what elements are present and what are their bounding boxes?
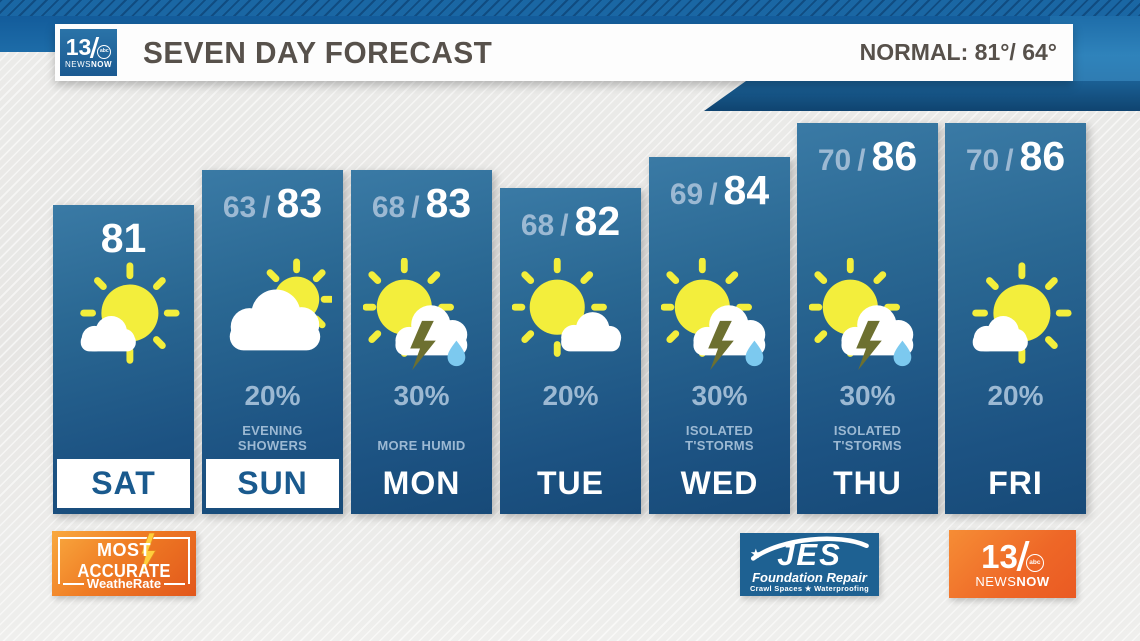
forecast-column-fri: 70/86 20% FRI (945, 123, 1086, 514)
high-temp: 86 (1019, 133, 1066, 179)
partly-cloudy-icon (957, 258, 1075, 376)
temp-separator: / (262, 191, 271, 224)
temp-separator: / (857, 144, 866, 177)
day-label: WED (653, 459, 786, 508)
high-temp: 81 (100, 215, 147, 261)
forecast-column-tue: 68/82 20% TUE (500, 188, 641, 514)
day-name: THU (833, 465, 902, 501)
day-temps: 70/86 (945, 133, 1086, 180)
high-temp: 83 (276, 180, 323, 226)
forecast-column-sun: 63/83 20% EVENING SHOWERS SUN (202, 170, 343, 514)
mostly-cloudy-icon (214, 258, 332, 376)
weatherate-brand: WeatheRate (60, 576, 188, 591)
day-name: WED (680, 465, 759, 501)
header-striped-band (0, 0, 1140, 16)
forecast-column-wed: 69/84 30% ISOLATED T'STORMS WED (649, 157, 790, 514)
forecast-column-thu: 70/86 30% ISOLATED T'STORMS THU (797, 123, 938, 514)
news-text: NEWS (975, 573, 1017, 589)
day-temps: 63/83 (202, 180, 343, 227)
now-text: NOW (90, 60, 113, 69)
abc-network-icon: abc (1025, 554, 1044, 572)
sun-thunder-icon (362, 258, 481, 376)
day-label: TUE (504, 459, 637, 508)
news-text: NEWS (64, 60, 91, 69)
day-temps: 69/84 (649, 167, 790, 214)
lightning-bolt-icon (139, 533, 157, 578)
station-logo-footer: 13 abc NEWSNOW (949, 530, 1076, 598)
day-label: FRI (949, 459, 1082, 508)
page-title: SEVEN DAY FORECAST (143, 34, 493, 70)
low-temp: 63 (222, 191, 257, 224)
swoosh-icon (750, 536, 869, 561)
day-temps: 70/86 (797, 133, 938, 180)
day-name: SAT (91, 465, 156, 501)
precip-chance: 30% (393, 380, 450, 411)
sun-cloud-icon (511, 258, 630, 376)
weatherate-accurate: ACCURATE (77, 561, 171, 581)
station-number: 13 (65, 34, 92, 60)
precip-chance: 20% (244, 380, 301, 411)
partly-cloudy-icon (65, 258, 183, 376)
station-logo: 13 abc NEWSNOW (60, 29, 117, 76)
day-label: SUN (206, 459, 339, 508)
sun-thunder-icon (808, 258, 927, 376)
day-name: MON (382, 465, 461, 501)
high-temp: 86 (871, 133, 918, 179)
temp-separator: / (411, 191, 420, 224)
navy-parallelogram (704, 81, 1140, 111)
weatherate-badge: MOST ACCURATE WeatheRate (52, 531, 196, 596)
precip-chance: 30% (839, 380, 896, 411)
temp-separator: / (709, 178, 718, 211)
day-label: MON (355, 459, 488, 508)
day-name: TUE (537, 465, 604, 501)
condition-note: ISOLATED T'STORMS (685, 422, 754, 454)
weatherate-most: MOST (97, 540, 151, 560)
day-label: THU (801, 459, 934, 508)
day-temps: 81 (53, 215, 194, 262)
day-temps: 68/83 (351, 180, 492, 227)
weatherate-frame (58, 537, 190, 584)
header-bar: 13 abc NEWSNOW SEVEN DAY FORECAST NORMAL… (55, 24, 1073, 81)
day-temps: 68/82 (500, 198, 641, 245)
day-name: FRI (988, 465, 1043, 501)
star-icon: ★ (750, 546, 762, 561)
jes-services: Crawl Spaces ★ Waterproofing (749, 584, 870, 593)
station-logo-top-row: 13 abc (981, 540, 1044, 573)
high-temp: 83 (425, 180, 472, 226)
condition-note: ISOLATED T'STORMS (833, 422, 902, 454)
high-temp: 82 (574, 198, 621, 244)
forecast-column-mon: 68/83 30% MORE HUMID MON (351, 170, 492, 514)
forecast-column-sat: 81 SAT (53, 205, 194, 514)
abc-network-icon: abc (97, 44, 112, 59)
sun-thunder-icon (660, 258, 779, 376)
station-number: 13 (981, 537, 1018, 575)
low-temp: 69 (669, 178, 704, 211)
day-name: SUN (237, 465, 308, 501)
weatherate-text: WeatheRate (86, 576, 162, 591)
temp-separator: / (1005, 144, 1014, 177)
station-logo-top-row: 13 abc (66, 36, 112, 59)
temp-separator: / (560, 209, 569, 242)
precip-chance: 20% (542, 380, 599, 411)
condition-note: MORE HUMID (377, 438, 466, 454)
precip-chance: 30% (691, 380, 748, 411)
rule-left (63, 582, 84, 585)
rule-right (164, 582, 185, 585)
low-temp: 68 (371, 191, 406, 224)
station-newsnow: NEWSNOW (65, 60, 112, 69)
station-newsnow: NEWSNOW (975, 574, 1049, 589)
high-temp: 84 (723, 167, 770, 213)
low-temp: 70 (965, 144, 1000, 177)
condition-note: EVENING SHOWERS (237, 422, 308, 454)
low-temp: 70 (817, 144, 852, 177)
precip-chance: 20% (987, 380, 1044, 411)
now-text: NOW (1016, 573, 1050, 589)
jes-wordmark: JES (777, 537, 842, 572)
jes-foundation-repair: Foundation Repair (752, 570, 867, 585)
jes-sponsor-badge: ★ JES Foundation Repair Crawl Spaces ★ W… (740, 533, 879, 596)
low-temp: 68 (520, 209, 555, 242)
day-label: SAT (57, 459, 190, 508)
normal-temps-label: NORMAL: 81°/ 64° (859, 39, 1057, 65)
